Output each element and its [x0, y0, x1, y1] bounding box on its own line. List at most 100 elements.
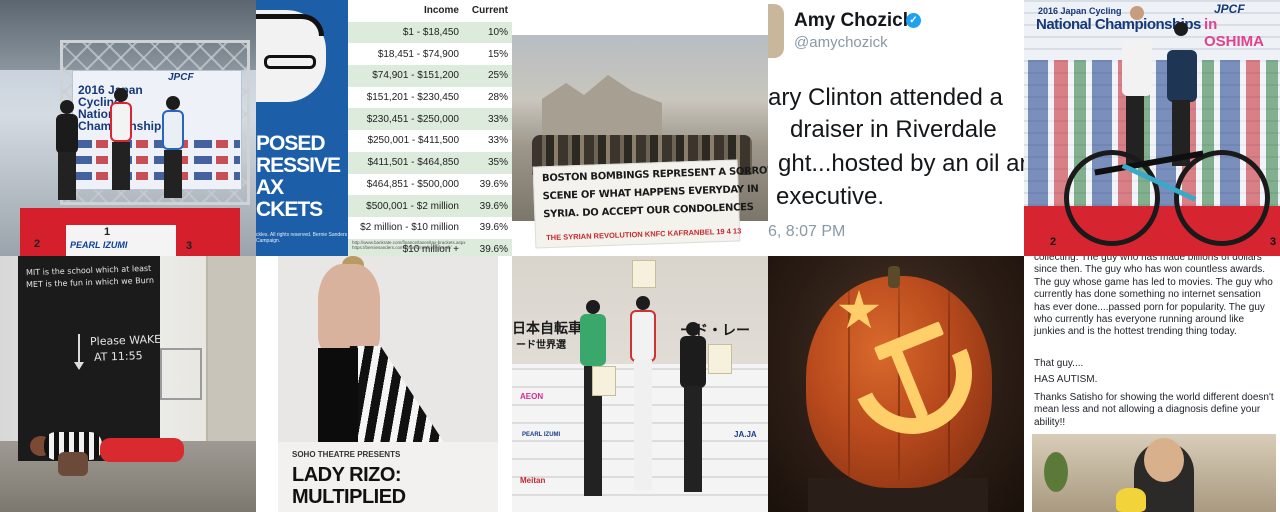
podium-number-2: 2 [1050, 236, 1057, 248]
table-row: $10 million + 39.6% [348, 238, 512, 256]
cell-rate: 39.6% [479, 200, 508, 212]
cell-income: $10 million + [402, 243, 459, 255]
header-income: Income [423, 5, 459, 17]
cell-income: $18,451 - $74,900 [377, 48, 459, 60]
post-line: That guy.... [1034, 358, 1084, 369]
tile-syria-banner: BOSTON BOMBINGS REPRESENT A SORROWFUL SC… [512, 0, 768, 256]
podium-number-3: 3 [1270, 236, 1277, 248]
post-paragraph: Thanks Satisho for showing the world dif… [1034, 392, 1274, 428]
table-header: Income Current [348, 0, 512, 22]
pumpkin-stem [888, 266, 900, 288]
protest-photo: BOSTON BOMBINGS REPRESENT A SORROWFUL SC… [512, 35, 768, 249]
tweet-timestamp[interactable]: 6, 8:07 PM [768, 223, 846, 240]
tax-table: Income Current $1 - $18,450 10% $18,451 -… [348, 0, 512, 256]
cell-rate: 39.6% [479, 243, 508, 255]
sponsor-logo-row [74, 172, 240, 180]
podium-step-first [66, 225, 176, 256]
cell-rate: 33% [487, 135, 508, 147]
cell-rate: 39.6% [479, 222, 508, 234]
avatar[interactable] [768, 4, 784, 58]
poster-title-line: MULTIPLIED [292, 486, 406, 508]
plush-toy [1116, 488, 1146, 512]
verified-badge-icon: ✓ [906, 13, 921, 28]
door [206, 256, 256, 441]
cell-rate: 39.6% [479, 178, 508, 190]
red-pants [100, 438, 184, 462]
table-row: $230,451 - $250,000 33% [348, 108, 512, 131]
bike-front-wheel [1064, 150, 1160, 246]
header-current: Current [471, 5, 508, 17]
pumpkin-rib [848, 282, 850, 482]
podium-number-3: 3 [186, 240, 193, 252]
chalk-arrow [78, 334, 80, 366]
cell-income: $230,451 - $250,000 [366, 113, 459, 125]
banner-year: 2016 Japan Cycling [1038, 6, 1122, 16]
bike-rear-wheel [1174, 150, 1270, 246]
cell-rate: 15% [487, 48, 508, 60]
tile-pumpkin [768, 256, 1024, 512]
cell-income: $500,001 - $2 million [366, 200, 459, 212]
sign-text-line: SYRIA. DO ACCEPT OUR CONDOLENCES [543, 201, 754, 221]
tile-national-champions: 2016 Japan Cycling National Championship… [1024, 0, 1280, 256]
podium-number-2: 2 [34, 238, 41, 250]
tile-podium-ceremony: 2016 Japan Cycling National Championship… [0, 0, 256, 256]
cell-income: $464,851 - $500,000 [366, 178, 459, 190]
cell-rate: 35% [487, 157, 508, 169]
pumpkin-rib [948, 282, 950, 482]
cell-income: $411,501 - $464,850 [367, 157, 459, 169]
tile-tweet: Amy Chozick ✓ @amychozick ary Clinton at… [768, 0, 1024, 256]
sponsor-logo: PEARL IZUMI [522, 432, 561, 438]
protest-sign: BOSTON BOMBINGS REPRESENT A SORROWFUL SC… [532, 159, 768, 249]
sponsor-logo: AEON [520, 392, 544, 401]
bag [58, 452, 88, 476]
chalk-note-line: AT 11:55 [93, 349, 143, 364]
cell-income: $151,201 - $230,450 [366, 92, 459, 104]
cell-income: $250,001 - $411,500 [367, 135, 459, 147]
jpcf-logo: JPCF [168, 72, 194, 83]
person-face [1144, 438, 1184, 482]
poster-presenter: SOHO THEATRE PRESENTS [292, 450, 401, 459]
table-row: $500,001 - $2 million 39.6% [348, 195, 512, 217]
table-row: $18,451 - $74,900 15% [348, 43, 512, 65]
banner-kanji-sub: ード世界選 [516, 340, 566, 351]
tile-text-post: collecting. The guy who has made billion… [1024, 256, 1280, 512]
poster-caption-area [278, 442, 498, 512]
sponsor-logo-row [74, 140, 240, 148]
cell-rate: 33% [487, 113, 508, 125]
chalk-note-line: Please WAKE [89, 332, 162, 349]
sign-signature: THE SYRIAN REVOLUTION KNFC KAFRANBEL 19 … [545, 226, 742, 243]
cell-income: $2 million - $10 million [360, 222, 459, 234]
banner-kanji: 日本自転車 [512, 320, 582, 336]
sponsor-logo: JA.JA [734, 430, 757, 439]
post-paragraph: collecting. The guy who has made billion… [1034, 256, 1273, 338]
table-sources: http://www.bankrate.com/finance/taxes/ta… [352, 240, 466, 250]
table-row: $74,901 - $151,200 25% [348, 65, 512, 87]
pumpkin [806, 276, 992, 488]
sign-text-line: SCENE OF WHAT HAPPENS EVERYDAY IN [542, 183, 759, 203]
panel-title-line: CKETS [256, 198, 323, 221]
jpcf-logo: JPCF [1214, 2, 1245, 16]
panel-title-line: RESSIVE [256, 154, 341, 177]
tweet-text-line: ght...hosted by an oil an [778, 150, 1024, 177]
poster-title-line: LADY RIZO: [292, 464, 402, 486]
table-row: $1 - $18,450 10% [348, 21, 512, 44]
arrow-down-icon [74, 362, 84, 370]
sponsor-logo-row [74, 156, 240, 164]
figure [318, 264, 380, 354]
panel-title-line: AX [256, 176, 284, 199]
table-row: $151,201 - $230,450 28% [348, 87, 512, 109]
pumpkin-rib [898, 282, 900, 482]
cell-rate: 10% [487, 27, 508, 39]
sponsor-banner [72, 70, 242, 190]
tile-podium-japan: 日本自転車 ード・レー ード世界選 AEON Meitan JA.JA PEAR… [512, 256, 768, 512]
tile-lady-rizo-poster: SOHO THEATRE PRESENTS LADY RIZO: MULTIPL… [256, 256, 512, 512]
tweet-text-line: draiser in Riverdale [790, 116, 997, 143]
table-row: $411,501 - $464,850 35% [348, 151, 512, 174]
tweet-handle[interactable]: @amychozick [794, 34, 888, 51]
table-row: $250,001 - $411,500 33% [348, 130, 512, 152]
sponsor-logo: Meitan [520, 476, 546, 485]
tweet-author-name[interactable]: Amy Chozick [794, 10, 914, 31]
cell-income: $1 - $18,450 [402, 27, 459, 39]
chalkboard [18, 256, 160, 461]
